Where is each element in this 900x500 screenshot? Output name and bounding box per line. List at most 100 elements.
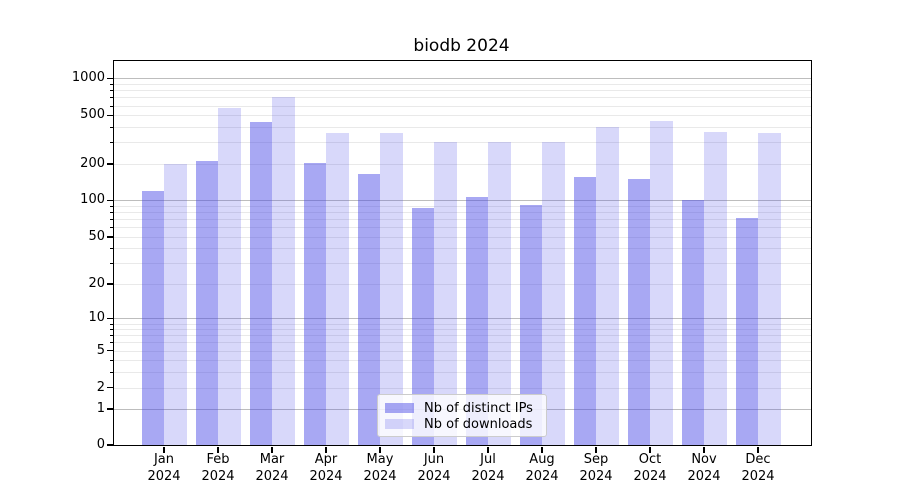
y-tick — [107, 408, 113, 410]
bar-nb-of-downloads-jan-2024 — [164, 163, 187, 445]
bar-nb-of-distinct-ips-mar-2024 — [249, 122, 272, 445]
x-tick-label: Aug 2024 — [515, 451, 569, 485]
bar-nb-of-downloads-aug-2024 — [542, 142, 565, 445]
bar-nb-of-downloads-oct-2024 — [650, 121, 673, 445]
y-minor-tick — [110, 263, 113, 265]
x-tick — [703, 447, 705, 453]
gridline-minor — [114, 97, 811, 99]
bar-nb-of-distinct-ips-feb-2024 — [195, 161, 218, 445]
gridline-minor — [114, 227, 811, 229]
gridline-minor — [114, 248, 811, 250]
x-tick-label-line: 2024 — [579, 469, 613, 484]
x-tick-label: Jul 2024 — [461, 451, 515, 485]
bar-nb-of-downloads-feb-2024 — [218, 108, 241, 445]
x-tick-label: Jun 2024 — [407, 451, 461, 485]
y-minor-tick — [110, 142, 113, 144]
x-tick-label: Apr 2024 — [299, 451, 353, 485]
bar-nb-of-downloads-may-2024 — [380, 133, 403, 445]
chart-title: biodb 2024 — [413, 36, 510, 56]
bar-nb-of-distinct-ips-sep-2024 — [573, 177, 596, 445]
x-tick-label-line: May — [366, 452, 394, 467]
x-tick-label-line: 2024 — [687, 469, 721, 484]
x-tick-label-line: Apr — [314, 452, 338, 467]
gridline-minor — [114, 335, 811, 337]
x-tick — [649, 447, 651, 453]
gridline-minor — [114, 163, 811, 165]
y-tick — [107, 386, 113, 389]
x-tick-label-line: 2024 — [525, 469, 559, 484]
bar-nb-of-distinct-ips-aug-2024 — [519, 204, 542, 445]
gridline-minor — [114, 212, 811, 214]
x-tick-label: Nov 2024 — [677, 451, 731, 485]
x-tick — [541, 447, 543, 453]
bar-nb-of-downloads-sep-2024 — [596, 127, 619, 445]
y-tick-label: 2 — [96, 379, 105, 395]
x-tick-label-line: Jan — [153, 452, 175, 467]
x-tick-label-line: 2024 — [309, 469, 343, 484]
x-tick — [271, 447, 273, 453]
y-minor-tick — [110, 248, 113, 250]
x-tick-label: Dec 2024 — [731, 451, 785, 485]
x-tick-label-line: 2024 — [147, 469, 181, 484]
gridline-minor — [114, 127, 811, 129]
bar-nb-of-distinct-ips-dec-2024 — [735, 217, 758, 445]
y-tick — [107, 236, 113, 238]
y-tick — [107, 349, 113, 352]
y-tick — [107, 444, 113, 446]
bar-nb-of-distinct-ips-jan-2024 — [141, 190, 164, 445]
y-tick-label: 5 — [96, 342, 105, 358]
gridline-major — [114, 200, 811, 202]
legend: Nb of distinct IPs Nb of downloads — [377, 394, 547, 437]
x-tick-label: Mar 2024 — [245, 451, 299, 485]
x-tick-label-line: Aug — [529, 452, 555, 467]
gridline-minor — [114, 236, 811, 238]
gridline-minor — [114, 206, 811, 208]
y-tick — [107, 114, 113, 116]
y-minor-tick — [110, 360, 113, 362]
bar-nb-of-downloads-jun-2024 — [434, 142, 457, 445]
x-tick-label-line: Dec — [745, 452, 771, 467]
x-tick-label: Sep 2024 — [569, 451, 623, 485]
y-minor-tick — [110, 90, 113, 92]
gridline-minor — [114, 342, 811, 344]
y-minor-tick — [110, 206, 113, 208]
y-tick — [107, 317, 113, 320]
gridline-major — [114, 318, 811, 320]
gridline-minor — [114, 105, 811, 107]
gridline-minor — [114, 323, 811, 325]
x-tick-label-line: Feb — [206, 452, 230, 467]
bar-nb-of-distinct-ips-jun-2024 — [411, 207, 434, 445]
gridline-minor — [114, 115, 811, 117]
x-tick-label-line: Sep — [583, 452, 609, 467]
bar-nb-of-downloads-dec-2024 — [758, 133, 781, 445]
gridline-minor — [114, 372, 811, 374]
y-tick — [107, 163, 113, 165]
x-tick-label: Jan 2024 — [137, 451, 191, 485]
y-minor-tick — [110, 342, 113, 344]
y-tick — [107, 283, 113, 285]
y-minor-tick — [110, 329, 113, 331]
y-tick-label: 1 — [96, 401, 105, 417]
gridline-minor — [114, 90, 811, 92]
y-tick — [107, 199, 113, 202]
y-tick-label: 50 — [88, 228, 105, 244]
x-tick — [757, 447, 759, 453]
legend-swatch-downloads — [385, 419, 414, 429]
x-tick-label-line: Jun — [423, 452, 445, 467]
bar-nb-of-distinct-ips-may-2024 — [357, 174, 380, 445]
y-minor-tick — [110, 219, 113, 221]
y-minor-tick — [110, 105, 113, 107]
y-tick — [107, 77, 113, 80]
gridline-minor — [114, 219, 811, 221]
y-minor-tick — [110, 372, 113, 374]
x-tick — [325, 447, 327, 453]
y-tick-label: 100 — [80, 192, 105, 208]
x-tick-label: May 2024 — [353, 451, 407, 485]
bar-nb-of-distinct-ips-nov-2024 — [681, 199, 704, 445]
gridline-minor — [114, 329, 811, 331]
y-minor-tick — [110, 227, 113, 229]
gridline-major — [114, 78, 811, 80]
x-tick-label-line: 2024 — [201, 469, 235, 484]
y-tick-label: 20 — [88, 276, 105, 292]
